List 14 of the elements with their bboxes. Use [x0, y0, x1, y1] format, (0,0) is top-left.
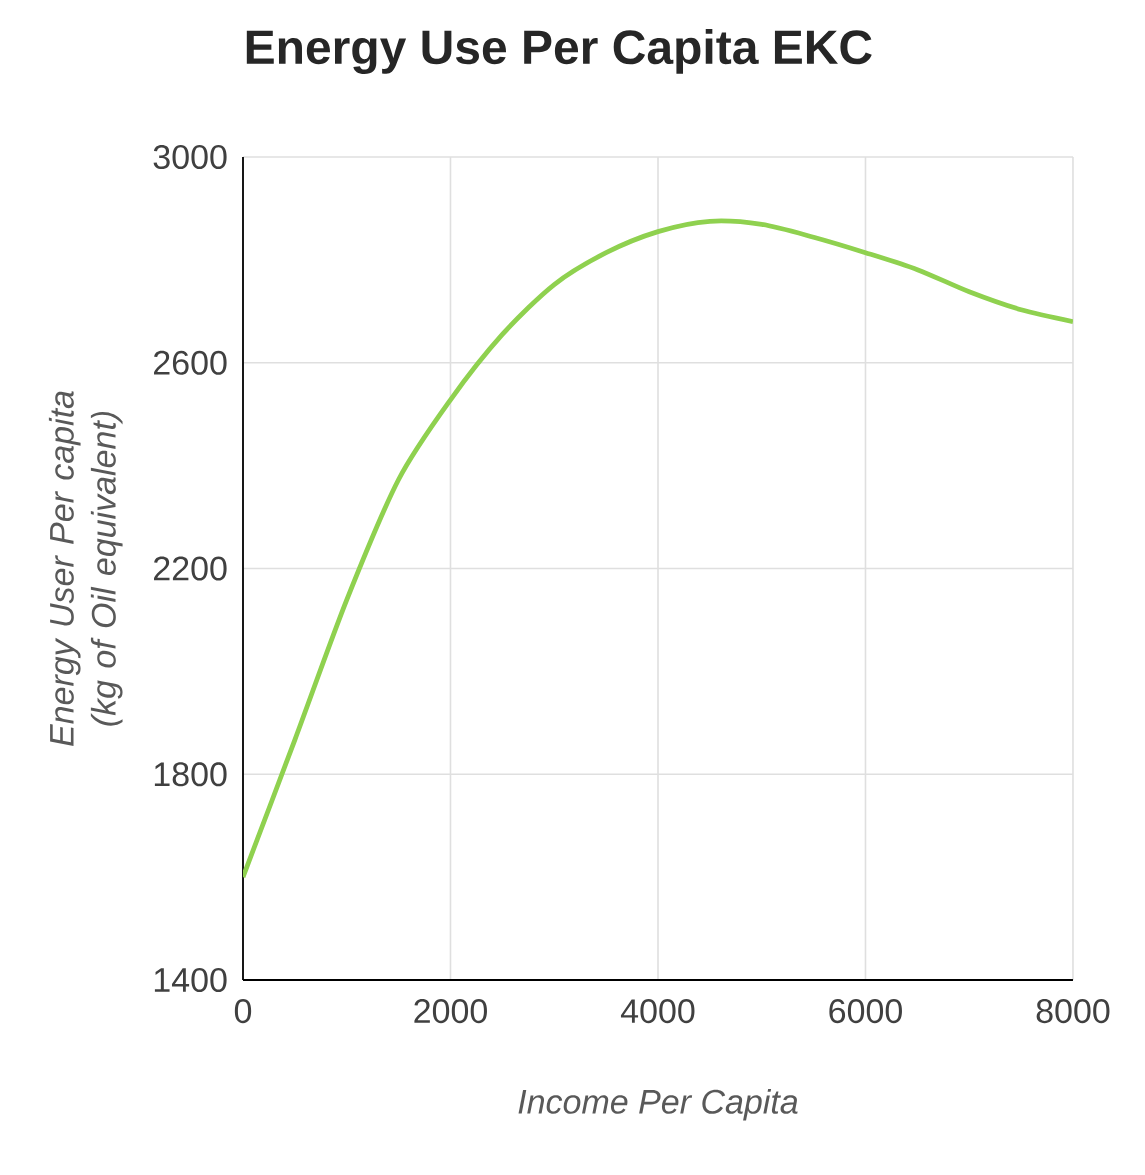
y-tick-label: 1800 — [154, 762, 227, 787]
x-tick-label: 8000 — [1036, 999, 1110, 1024]
chart-title: Energy Use Per Capita EKC — [246, 28, 872, 74]
y-tick-label: 3000 — [153, 144, 227, 170]
y-tick-label: 2600 — [154, 350, 227, 375]
x-tick-label: 6000 — [829, 999, 902, 1024]
y-axis-title: Energy User Per capita (kg of Oil equivalent) — [48, 391, 123, 747]
line-series — [243, 218, 1073, 880]
y-tick-label: 1400 — [154, 967, 227, 993]
y-tick-label: 2200 — [154, 556, 227, 581]
x-axis-title: Income Per Capita — [518, 1088, 798, 1121]
x-tick-label: 4000 — [620, 999, 695, 1024]
x-tick-label: 2000 — [414, 999, 487, 1024]
x-tick-label: 0 — [234, 999, 252, 1024]
